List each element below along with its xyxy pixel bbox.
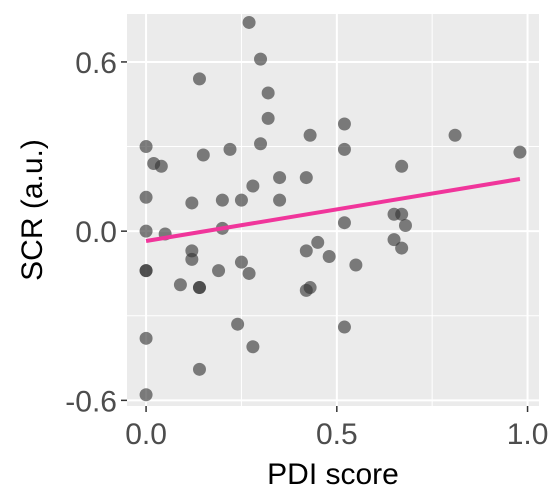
data-point <box>254 137 268 151</box>
data-point <box>196 148 210 162</box>
y-axis: 0.6 0.0 -0.6 <box>65 47 127 418</box>
data-point <box>273 171 287 185</box>
data-point <box>242 266 256 280</box>
data-points <box>139 15 527 402</box>
x-axis: 0.0 0.5 1.0 <box>125 406 548 451</box>
data-point <box>448 128 462 142</box>
y-tick-label: -0.6 <box>65 385 117 418</box>
data-point <box>395 207 409 221</box>
y-tick-label: 0.0 <box>75 216 117 249</box>
data-point <box>395 241 409 255</box>
x-tick-label: 0.0 <box>125 418 167 451</box>
data-point <box>192 72 206 86</box>
data-point <box>299 244 313 258</box>
data-point <box>139 388 153 402</box>
y-axis-title: SCR (a.u.) <box>16 139 49 281</box>
data-point <box>303 281 317 295</box>
x-tick-label: 1.0 <box>507 418 548 451</box>
data-point <box>139 264 153 278</box>
data-point <box>254 52 268 66</box>
data-point <box>154 159 168 173</box>
data-point <box>395 159 409 173</box>
data-point <box>337 117 351 131</box>
data-point <box>139 140 153 154</box>
data-point <box>185 196 199 210</box>
trend-line <box>145 177 521 243</box>
data-point <box>261 111 275 125</box>
data-point <box>173 278 187 292</box>
data-point <box>185 252 199 266</box>
data-point <box>234 255 248 269</box>
data-point <box>337 216 351 230</box>
data-point <box>231 317 245 331</box>
data-point <box>192 362 206 376</box>
data-point <box>139 331 153 345</box>
data-point <box>242 15 256 29</box>
data-point <box>303 128 317 142</box>
data-point <box>223 142 237 156</box>
data-point <box>311 235 325 249</box>
data-point <box>299 171 313 185</box>
data-point <box>192 281 206 295</box>
data-point <box>513 145 527 159</box>
data-point <box>273 193 287 207</box>
data-point <box>139 190 153 204</box>
data-point <box>215 193 229 207</box>
x-tick-label: 0.5 <box>316 418 358 451</box>
data-point <box>261 86 275 100</box>
data-point <box>387 233 401 247</box>
data-point <box>337 142 351 156</box>
data-point <box>139 224 153 238</box>
data-point <box>398 219 412 233</box>
x-axis-title: PDI score <box>267 458 399 491</box>
data-point <box>322 250 336 264</box>
data-point <box>246 179 260 193</box>
data-point <box>337 320 351 334</box>
data-point <box>234 193 248 207</box>
data-point <box>212 264 226 278</box>
y-tick-label: 0.6 <box>75 47 117 80</box>
data-point <box>349 258 363 272</box>
data-point <box>246 340 260 354</box>
